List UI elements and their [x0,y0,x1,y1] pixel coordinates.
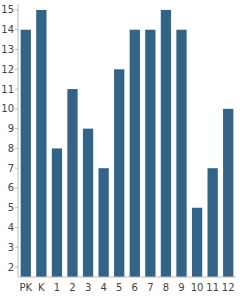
x-tick-label: 12 [222,282,235,293]
x-tick-label: 9 [178,282,184,293]
x-tick-label: 1 [54,282,60,293]
y-tick-label: 2 [8,262,14,273]
bar [223,109,233,277]
y-tick-label: 10 [1,103,14,114]
x-tick-label: 8 [163,282,169,293]
x-tick-label: 3 [85,282,91,293]
y-tick-label: 13 [1,44,14,55]
y-tick [15,207,18,208]
bar [130,30,140,277]
x-axis [18,277,236,278]
bar [36,10,46,277]
y-tick [15,247,18,248]
x-tick-label: 2 [69,282,75,293]
x-tick-label: 10 [191,282,204,293]
y-tick [15,9,18,10]
y-tick-label: 14 [1,24,14,35]
y-tick-label: 15 [1,4,14,15]
bar [21,30,31,277]
bar [67,89,77,277]
y-tick-label: 3 [8,242,14,253]
x-tick-label: PK [19,282,32,293]
y-tick [15,227,18,228]
x-tick-label: 6 [132,282,138,293]
bar [208,168,218,277]
y-tick [15,128,18,129]
x-tick-label: 11 [206,282,219,293]
bar [83,129,93,277]
bar [192,208,202,277]
x-tick-label: 5 [116,282,122,293]
bar [114,69,124,277]
y-tick [15,148,18,149]
bar [145,30,155,277]
y-tick [15,69,18,70]
y-tick [15,89,18,90]
y-tick [15,49,18,50]
y-tick-label: 11 [1,84,14,95]
bar [176,30,186,277]
chart: 23456789101112131415PKK123456789101112 [0,0,240,296]
bar [52,148,62,277]
y-axis [18,4,19,277]
y-tick-label: 9 [8,123,14,134]
x-tick-label: 7 [147,282,153,293]
y-tick [15,267,18,268]
y-tick-label: 6 [8,182,14,193]
bars [21,10,234,277]
y-tick-label: 5 [8,202,14,213]
y-tick [15,187,18,188]
y-tick-label: 12 [1,64,14,75]
y-tick [15,108,18,109]
y-tick [15,29,18,30]
x-tick-label: K [38,282,45,293]
x-tick-label: 4 [100,282,106,293]
y-tick-label: 8 [8,143,14,154]
y-tick-label: 7 [8,163,14,174]
y-tick-label: 4 [8,222,14,233]
y-tick [15,168,18,169]
bar [161,10,171,277]
bar [99,168,109,277]
